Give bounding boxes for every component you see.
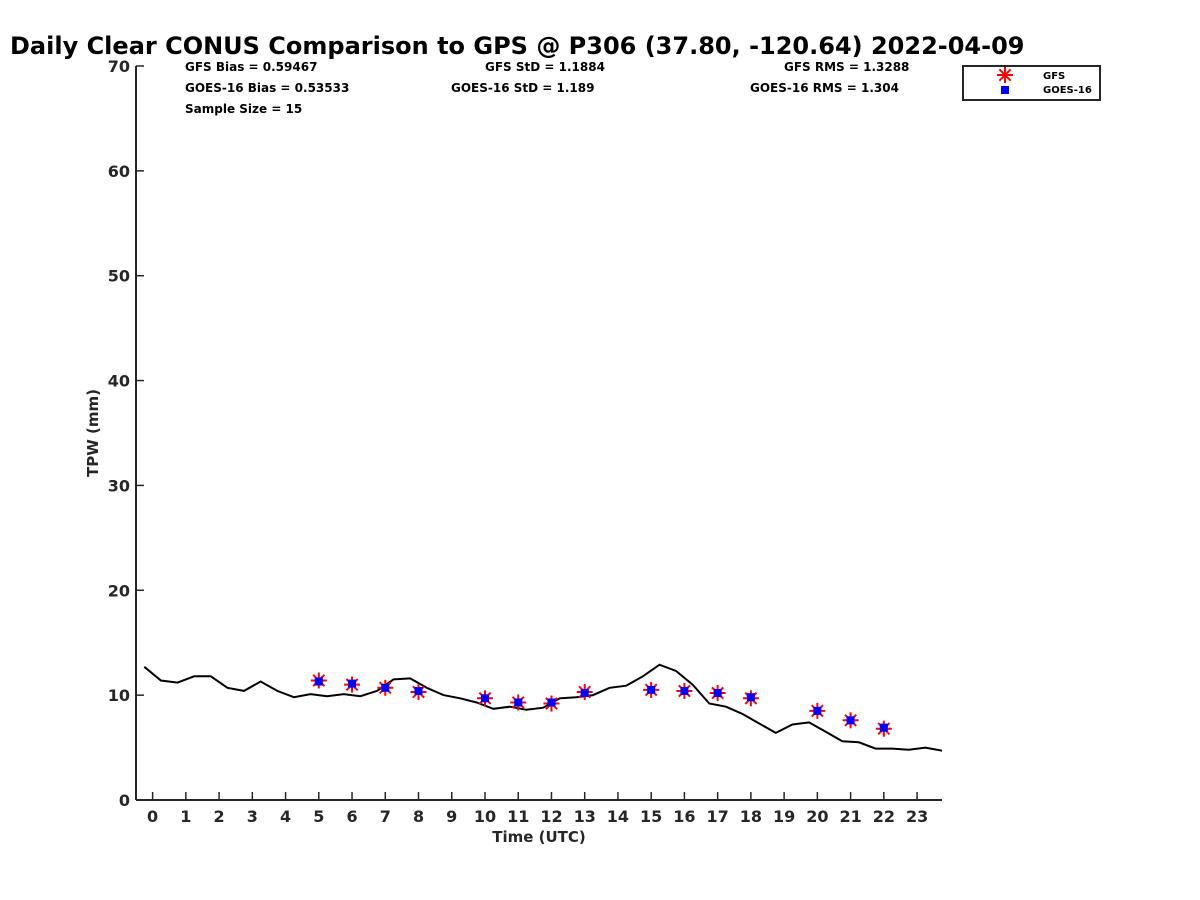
x-tick-label: 17: [707, 807, 729, 826]
x-tick-label: 18: [740, 807, 762, 826]
goes16-point: [647, 685, 656, 694]
goes16-point: [381, 683, 390, 692]
gps-tpw-line: [143, 663, 943, 752]
x-tick-label: 4: [280, 807, 291, 826]
gfs-bias-text: GFS Bias = 0.59467: [185, 60, 317, 74]
goes16-point: [580, 689, 589, 698]
x-tick-label: 9: [446, 807, 457, 826]
x-tick-label: 23: [906, 807, 928, 826]
y-tick-label: 10: [108, 686, 130, 705]
goes16-point: [547, 698, 556, 707]
gfs-rms-text: GFS RMS = 1.3288: [784, 60, 909, 74]
x-tick-label: 2: [214, 807, 225, 826]
y-tick-label: 40: [108, 372, 130, 391]
legend-goes-marker: [1001, 86, 1009, 94]
x-tick-label: 12: [540, 807, 562, 826]
y-tick-label: 70: [108, 57, 130, 76]
x-tick-label: 16: [673, 807, 695, 826]
x-tick-label: 20: [806, 807, 828, 826]
y-tick-label: 50: [108, 267, 130, 286]
x-tick-label: 7: [380, 807, 391, 826]
goes16-point: [680, 686, 689, 695]
goes16-point: [713, 689, 722, 698]
legend-goes-label: GOES-16: [1043, 85, 1092, 96]
x-tick-label: 13: [574, 807, 596, 826]
goes16-point: [879, 723, 888, 732]
chart-title: Daily Clear CONUS Comparison to GPS @ P3…: [10, 32, 1025, 60]
x-tick-label: 0: [147, 807, 158, 826]
y-tick-label: 0: [119, 791, 130, 810]
x-tick-label: 3: [247, 807, 258, 826]
x-tick-label: 14: [607, 807, 629, 826]
goes16-point: [746, 693, 755, 702]
x-tick-label: 6: [346, 807, 357, 826]
legend-gfs-asterisk: [997, 67, 1013, 83]
goes16-point: [480, 694, 489, 703]
y-tick-label: 20: [108, 581, 130, 600]
y-axis-label: TPW (mm): [84, 389, 102, 477]
legend-gfs-label: GFS: [1043, 71, 1065, 82]
goes16-point: [514, 698, 523, 707]
goes16-point: [846, 716, 855, 725]
goes-std-text: GOES-16 StD = 1.189: [451, 81, 594, 95]
goes16-point: [348, 679, 357, 688]
legend-gfs-marker: [997, 67, 1013, 83]
x-tick-label: 19: [773, 807, 795, 826]
x-tick-label: 5: [313, 807, 324, 826]
sample-size-text: Sample Size = 15: [185, 102, 302, 116]
x-tick-label: 22: [873, 807, 895, 826]
gfs-std-text: GFS StD = 1.1884: [485, 60, 605, 74]
goes16-point: [314, 677, 323, 686]
legend-box: [962, 65, 1101, 101]
y-tick-label: 60: [108, 162, 130, 181]
goes16-point: [414, 686, 423, 695]
x-tick-label: 15: [640, 807, 662, 826]
x-tick-label: 21: [839, 807, 861, 826]
legend: GFS GOES-16: [962, 65, 1101, 101]
x-tick-label: 1: [180, 807, 191, 826]
goes16-point: [813, 706, 822, 715]
x-tick-label: 8: [413, 807, 424, 826]
goes-bias-text: GOES-16 Bias = 0.53533: [185, 81, 349, 95]
x-axis-label: Time (UTC): [492, 828, 586, 846]
x-tick-label: 10: [474, 807, 496, 826]
x-tick-label: 11: [507, 807, 529, 826]
y-tick-label: 30: [108, 476, 130, 495]
goes-rms-text: GOES-16 RMS = 1.304: [750, 81, 899, 95]
